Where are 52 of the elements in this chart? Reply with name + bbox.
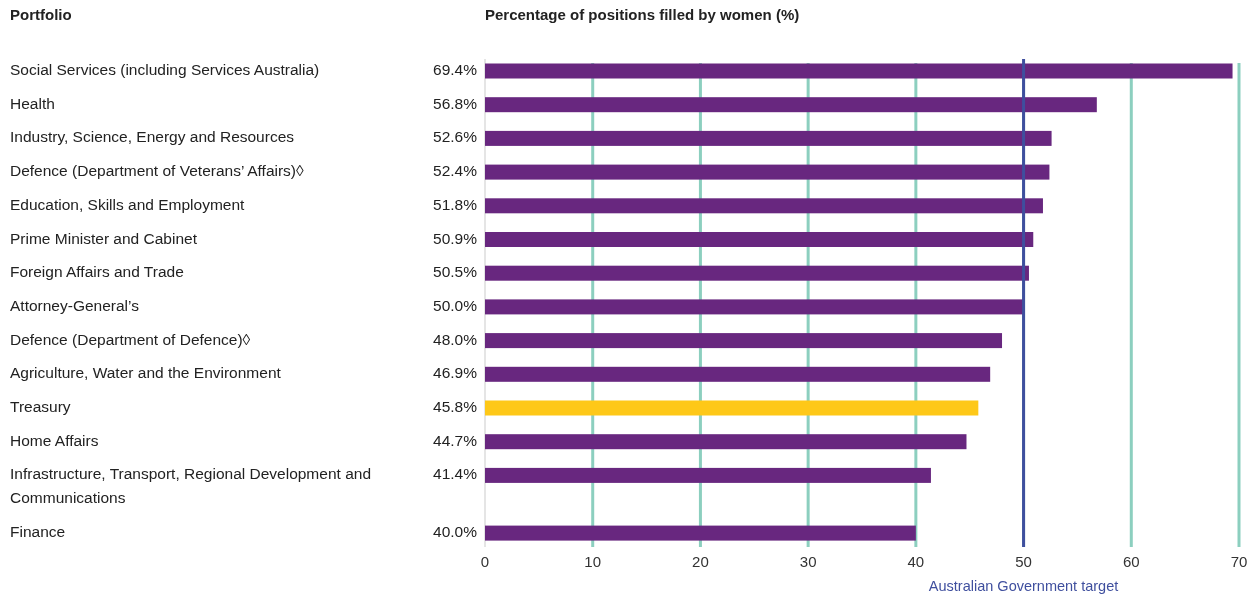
bar	[485, 366, 991, 382]
bar	[485, 467, 931, 483]
y-tick-label: Attorney-General’s	[10, 296, 140, 314]
y-tick-label: Infrastructure, Transport, Regional Development and Communications	[10, 465, 371, 507]
data-label: 40.0%	[433, 523, 478, 541]
y-tick-label: Foreign Affairs and Trade	[10, 263, 184, 281]
data-label: 51.8%	[433, 195, 478, 213]
y-tick-label: Industry, Science, Energy and Resources	[10, 128, 295, 146]
bar	[485, 265, 1029, 281]
y-tick-label: Treasury	[10, 398, 71, 416]
data-label: 50.0%	[433, 296, 478, 314]
x-tick-label: 20	[692, 553, 709, 571]
y-tick-label: Defence (Department of Defence)◊	[10, 330, 251, 348]
bar	[485, 63, 1233, 79]
x-tick-label: 30	[799, 553, 817, 571]
data-label: 50.9%	[433, 229, 478, 247]
bar	[485, 164, 1050, 180]
bar	[485, 400, 979, 416]
y-tick-label: Social Services (including Services Australia)	[10, 61, 320, 79]
y-axis-title: Portfolio	[10, 6, 72, 23]
data-label: 50.5%	[433, 263, 478, 281]
data-label: 52.4%	[433, 162, 478, 180]
data-label: 52.6%	[433, 128, 478, 146]
y-tick-label: Home Affairs	[10, 431, 99, 449]
y-tick-label: Health	[10, 94, 55, 112]
bar	[485, 97, 1097, 113]
bar	[485, 434, 967, 450]
data-label: 69.4%	[433, 61, 478, 79]
data-label: 56.8%	[433, 94, 478, 112]
data-label: 45.8%	[433, 398, 478, 416]
bar	[485, 299, 1024, 315]
x-tick-label: 60	[1122, 553, 1140, 571]
x-tick-label: 50	[1015, 553, 1032, 571]
bar	[485, 130, 1052, 146]
y-tick-label: Agriculture, Water and the Environment	[10, 364, 282, 382]
chart-title: Percentage of positions filled by women (%)	[485, 6, 800, 23]
data-label: 46.9%	[433, 364, 478, 382]
data-label: 44.7%	[433, 431, 478, 449]
x-tick-label: 0	[480, 553, 490, 571]
y-tick-label: Education, Skills and Employment	[10, 195, 246, 213]
data-label: 41.4%	[433, 465, 478, 483]
y-tick-label: Prime Minister and Cabinet	[10, 229, 198, 247]
bar	[485, 232, 1034, 247]
y-tick-label: Defence (Department of Veterans’ Affairs)◊	[10, 162, 305, 180]
x-tick-label: 40	[907, 553, 925, 571]
bar	[485, 333, 1003, 349]
ref-line-label: Australian Government target	[928, 578, 1119, 595]
bar	[485, 198, 1043, 214]
y-tick-label: Finance	[10, 523, 66, 541]
data-label: 48.0%	[433, 330, 478, 348]
x-tick-label: 10	[584, 553, 602, 571]
x-tick-label: 70	[1230, 553, 1248, 571]
